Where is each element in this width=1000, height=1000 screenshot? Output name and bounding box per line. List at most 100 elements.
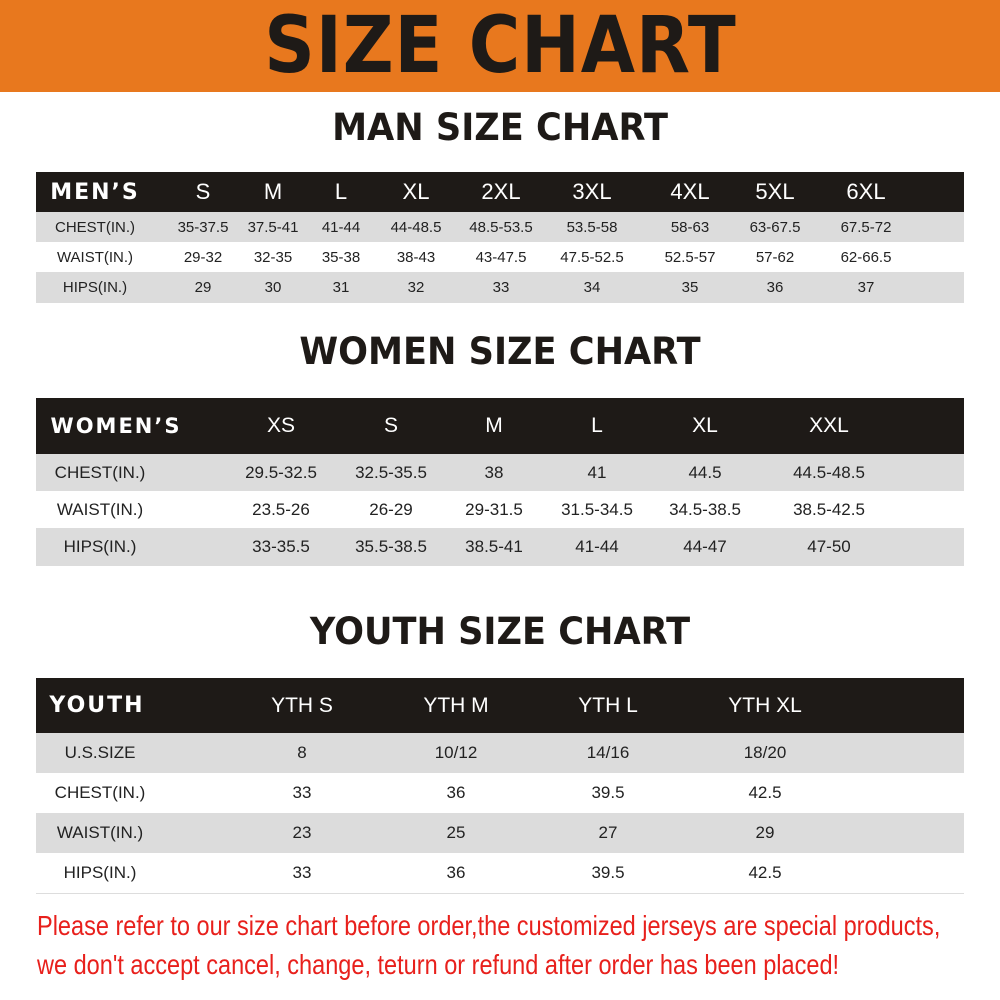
measurement-cell: 10/12 <box>434 743 478 762</box>
women-section-title: WOMEN SIZE CHART <box>299 330 701 373</box>
row-label: HIPS(IN.) <box>63 863 137 882</box>
measurement-cell: 44-47 <box>683 537 727 556</box>
measurement-cell: 32.5-35.5 <box>355 462 427 482</box>
youth-header-row: YOUTH YTH S YTH M YTH L YTH XL <box>36 678 964 733</box>
measurement-cell: 33 <box>292 783 312 802</box>
measurement-cell: 39.5 <box>591 783 625 802</box>
size-header-m: M <box>485 414 503 437</box>
measurement-cell: 25 <box>446 823 466 842</box>
measurement-cell: 31.5-34.5 <box>561 499 633 519</box>
men-header-label: MEN’S <box>50 179 140 205</box>
size-header-s: S <box>195 179 211 204</box>
measurement-cell: 57-62 <box>755 248 795 266</box>
banner: SIZE CHART <box>0 0 1000 92</box>
size-header-s: S <box>383 414 399 437</box>
measurement-cell: 67.5-72 <box>840 218 892 236</box>
row-label: HIPS(IN.) <box>63 537 137 556</box>
measurement-cell: 31 <box>332 279 350 296</box>
measurement-cell: 38 <box>484 462 504 482</box>
measurement-cell: 47-50 <box>807 537 851 556</box>
measurement-cell: 41-44 <box>575 537 619 556</box>
banner-title: SIZE CHART <box>263 1 737 91</box>
size-header-xl: XL <box>692 414 718 437</box>
row-label: WAIST(IN.) <box>56 823 144 842</box>
row-label: CHEST(IN.) <box>55 218 135 236</box>
measurement-cell: 36 <box>446 863 466 882</box>
table-row-hips-in: HIPS(IN.) 33 36 39.5 42.5 <box>36 853 964 893</box>
size-header-yth-m: YTH M <box>423 693 489 717</box>
measurement-cell: 29 <box>755 823 775 842</box>
measurement-cell: 35-37.5 <box>177 218 229 236</box>
measurement-cell: 23 <box>292 823 312 842</box>
women-header-label: WOMEN’S <box>50 414 182 438</box>
youth-section-title: YOUTH SIZE CHART <box>309 610 691 653</box>
measurement-cell: 23.5-26 <box>252 499 310 519</box>
youth-header-label: YOUTH <box>49 693 145 718</box>
men-section-title: MAN SIZE CHART <box>332 106 668 149</box>
measurement-cell: 44.5 <box>688 462 722 482</box>
measurement-cell: 29-31.5 <box>465 499 523 519</box>
measurement-cell: 26-29 <box>369 499 413 519</box>
table-row-waist-in: WAIST(IN.) 23.5-26 26-29 29-31.5 31.5-34.5 34… <box>36 491 964 528</box>
measurement-cell: 14/16 <box>586 743 630 762</box>
size-header-l: L <box>591 414 603 437</box>
measurement-cell: 33 <box>292 863 312 882</box>
measurement-cell: 35 <box>681 279 699 296</box>
measurement-cell: 39.5 <box>591 863 625 882</box>
measurement-cell: 35.5-38.5 <box>355 537 427 556</box>
measurement-cell: 41-44 <box>321 218 361 236</box>
measurement-cell: 27 <box>598 823 618 842</box>
measurement-cell: 43-47.5 <box>475 248 527 266</box>
measurement-cell: 63-67.5 <box>749 218 801 236</box>
measurement-cell: 35-38 <box>321 248 361 266</box>
measurement-cell: 29-32 <box>183 248 223 266</box>
size-header-yth-xl: YTH XL <box>728 693 802 717</box>
row-label: WAIST(IN.) <box>56 248 134 266</box>
measurement-cell: 33-35.5 <box>252 537 310 556</box>
men-header-row: MEN’S S M L XL 2XL 3XL 4XL 5XL 6XL <box>36 172 964 212</box>
measurement-cell: 18/20 <box>743 743 787 762</box>
size-header-xl: XL <box>402 179 430 204</box>
measurement-cell: 29.5-32.5 <box>245 462 317 482</box>
size-header-3xl: 3XL <box>572 179 612 204</box>
table-row-waist-in: WAIST(IN.) 29-32 32-35 35-38 38-43 43-47.5 47.… <box>36 242 964 272</box>
measurement-cell: 48.5-53.5 <box>469 218 533 236</box>
measurement-cell: 8 <box>297 743 307 762</box>
size-header-yth-s: YTH S <box>271 693 333 717</box>
measurement-cell: 53.5-58 <box>566 218 618 236</box>
measurement-cell: 33 <box>492 279 510 296</box>
table-row-waist-in: WAIST(IN.) 23 25 27 29 <box>36 813 964 853</box>
measurement-cell: 29 <box>194 279 212 296</box>
measurement-cell: 32-35 <box>253 248 293 266</box>
measurement-cell: 38.5-41 <box>465 537 523 556</box>
measurement-cell: 36 <box>766 279 784 296</box>
table-row-hips-in: HIPS(IN.) 29 30 31 32 33 34 35 36 37 <box>36 272 964 303</box>
measurement-cell: 42.5 <box>748 783 782 802</box>
size-header-2xl: 2XL <box>481 179 521 204</box>
measurement-cell: 30 <box>264 279 282 296</box>
measurement-cell: 34 <box>583 279 601 296</box>
measurement-cell: 41 <box>587 462 607 482</box>
measurement-cell: 37.5-41 <box>247 218 299 236</box>
measurement-cell: 52.5-57 <box>664 248 716 266</box>
measurement-cell: 32 <box>407 279 425 296</box>
size-header-xs: XS <box>266 414 296 437</box>
notice-line-1: Please refer to our size chart before or… <box>37 910 941 941</box>
size-header-yth-l: YTH L <box>578 693 638 717</box>
size-header-m: M <box>263 179 283 204</box>
measurement-cell: 47.5-52.5 <box>560 248 624 266</box>
measurement-cell: 38.5-42.5 <box>793 499 865 519</box>
row-label: CHEST(IN.) <box>54 783 146 802</box>
table-row-chest-in: CHEST(IN.) 33 36 39.5 42.5 <box>36 773 964 813</box>
measurement-cell: 38-43 <box>396 248 436 266</box>
row-label: CHEST(IN.) <box>54 462 146 482</box>
table-row-chest-in: CHEST(IN.) 35-37.5 37.5-41 41-44 44-48.5 48.5… <box>36 212 964 242</box>
table-row-chest-in: CHEST(IN.) 29.5-32.5 32.5-35.5 38 41 44.5 44.5… <box>36 454 964 491</box>
measurement-cell: 42.5 <box>748 863 782 882</box>
measurement-cell: 34.5-38.5 <box>669 499 741 519</box>
women-header-row: WOMEN’S XS S M L XL XXL <box>36 398 964 454</box>
size-header-6xl: 6XL <box>846 179 886 204</box>
measurement-cell: 36 <box>446 783 466 802</box>
size-header-4xl: 4XL <box>670 179 710 204</box>
measurement-cell: 37 <box>857 279 875 296</box>
